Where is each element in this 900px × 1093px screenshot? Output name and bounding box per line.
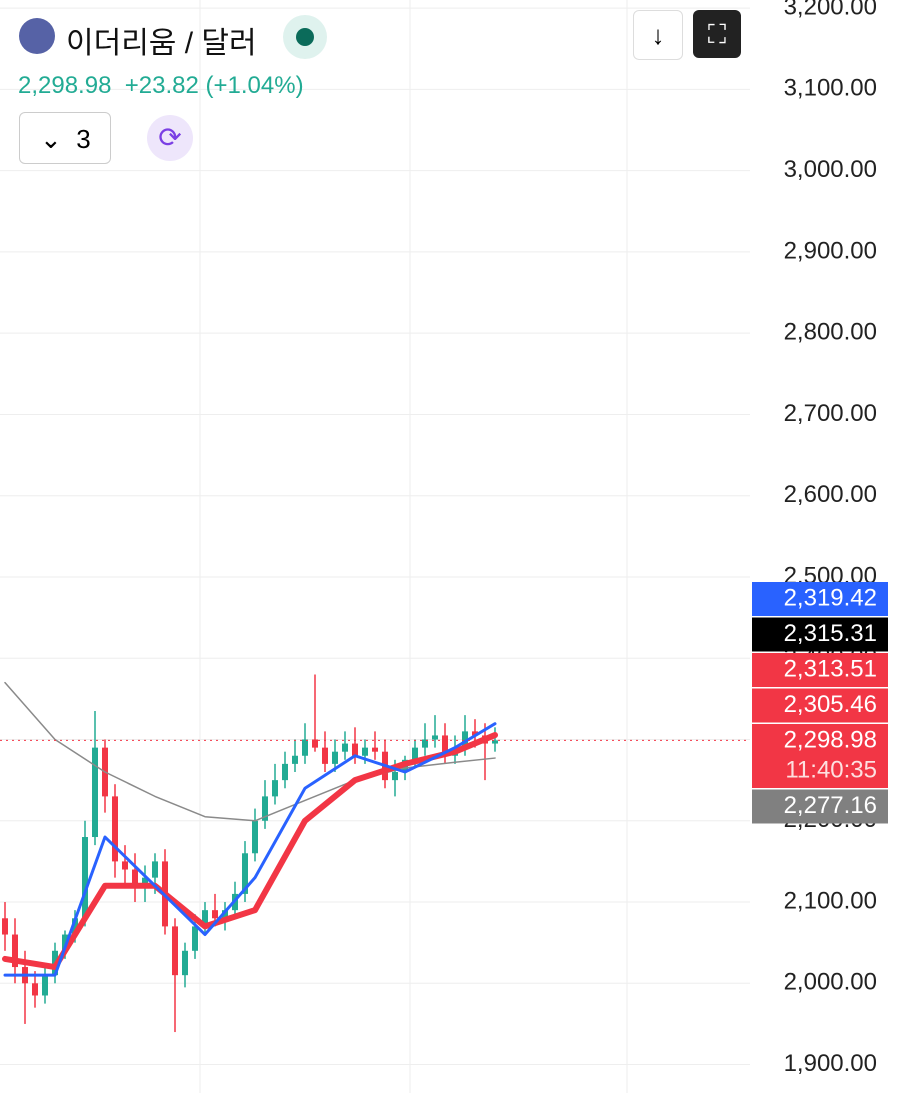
y-tick-label: 2,600.00 xyxy=(784,481,877,508)
candle-body xyxy=(142,877,148,886)
candle-body xyxy=(122,861,128,870)
candle-body xyxy=(312,739,318,748)
candle-body xyxy=(422,739,428,748)
price-label-box xyxy=(752,617,888,652)
price-label-box xyxy=(752,789,888,824)
candle-body xyxy=(442,735,448,756)
status xyxy=(283,15,327,59)
candle-body xyxy=(112,796,118,862)
price-label-box xyxy=(752,653,888,687)
price-label-text: 2,313.51 xyxy=(784,655,877,682)
candle-body xyxy=(212,910,218,919)
candle-body xyxy=(272,780,278,797)
price-label: 2,313.51 xyxy=(752,653,888,687)
eth-icon xyxy=(19,18,55,54)
candle-body xyxy=(492,740,498,744)
moving-average xyxy=(2,732,498,971)
candle-body xyxy=(192,926,198,951)
y-tick-label: 2,000.00 xyxy=(784,969,877,996)
price-label: 2,319.42 xyxy=(752,582,888,616)
y-tick-label: 2,100.00 xyxy=(784,887,877,914)
countdown: 11:40:35 xyxy=(785,756,877,783)
candle-body xyxy=(332,751,338,764)
candle-body xyxy=(12,934,18,968)
change-pct: (+1.04%) xyxy=(205,72,304,99)
price-label-text: 2,298.98 xyxy=(784,726,877,753)
refresh-button[interactable]: ⟳ xyxy=(147,115,193,161)
fullscreen-button[interactable]: ⛶ xyxy=(693,10,741,58)
candle-body xyxy=(202,910,208,927)
candle-body xyxy=(432,735,438,740)
y-tick-label: 1,900.00 xyxy=(784,1050,877,1077)
candle-body xyxy=(472,731,478,736)
y-tick-label: 3,100.00 xyxy=(784,75,877,102)
candle-body xyxy=(2,918,8,935)
candle-body xyxy=(302,739,308,756)
candle-body xyxy=(262,796,268,821)
y-tick-label: 2,900.00 xyxy=(784,237,877,264)
candle-body xyxy=(292,755,298,764)
candle-body xyxy=(242,853,248,894)
candle-body xyxy=(392,772,398,781)
price-label: 2,305.46 xyxy=(752,688,888,723)
candle-body xyxy=(342,743,348,752)
interval: 3 xyxy=(76,124,91,154)
y-tick-label: 2,800.00 xyxy=(784,319,877,346)
candle-body xyxy=(282,763,288,781)
download-button[interactable]: ↓ xyxy=(633,10,683,60)
candle-body xyxy=(72,918,78,935)
price-label: 2,298.98 11:40:35 xyxy=(752,724,888,788)
candle-body xyxy=(362,747,368,756)
candle-body xyxy=(322,747,328,764)
y-tick-label: 2,700.00 xyxy=(784,400,877,427)
price-label-text: 2,319.42 xyxy=(784,584,877,611)
candle-body xyxy=(252,820,258,854)
price-label-box xyxy=(752,688,888,723)
price-label-text: 2,315.31 xyxy=(784,620,877,647)
price-label: 2,277.16 xyxy=(752,789,888,824)
symbol-title: 이더리움 / 달러 xyxy=(66,27,257,60)
interval-dropdown[interactable]: ⌄ 3 xyxy=(19,112,111,164)
candle-body xyxy=(222,910,228,919)
candle-body xyxy=(372,747,378,752)
change: +23.82 xyxy=(124,72,199,99)
price-label-text: 2,305.46 xyxy=(784,691,877,718)
moving-average xyxy=(4,681,496,822)
candle-body xyxy=(32,983,38,996)
candle-body xyxy=(42,975,48,996)
candle-body xyxy=(82,837,88,919)
candle-body xyxy=(92,747,98,838)
candle-body xyxy=(412,747,418,760)
price-line: 2,298.98 +23.82 (+1.04%) xyxy=(18,72,304,100)
moving-average xyxy=(3,722,497,977)
candle-body xyxy=(462,731,468,748)
price-label: 2,315.31 xyxy=(752,617,888,652)
candle-body xyxy=(132,869,138,886)
candle-body xyxy=(62,934,68,951)
y-tick-label: 3,000.00 xyxy=(784,156,877,183)
price: 2,298.98 xyxy=(18,72,112,99)
price-label-box xyxy=(752,582,888,616)
y-tick-label: 3,200.00 xyxy=(784,0,877,20)
candle-body xyxy=(152,861,158,878)
price-label-box xyxy=(752,724,888,788)
candle-body xyxy=(172,926,178,976)
candle-body xyxy=(182,950,188,976)
candle-body xyxy=(352,743,358,756)
price-label-text: 2,277.16 xyxy=(784,792,877,819)
